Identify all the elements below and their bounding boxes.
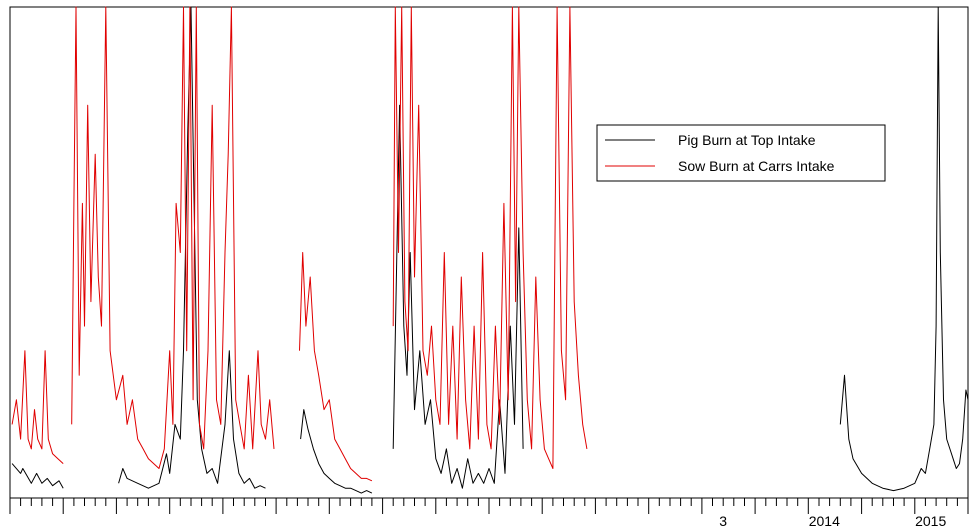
series-line-segment [118,6,266,489]
series-pig-burn [11,6,969,494]
series-sow-burn [11,6,588,482]
series-line-segment [839,6,969,492]
series-line-segment [11,350,64,464]
x-tick-label: 2015 [915,513,946,529]
plot-frame [9,6,969,499]
series-line-segment [71,6,275,469]
legend-label-sow-burn: Sow Burn at Carrs Intake [678,158,835,174]
x-tick-label: 3 [719,513,727,529]
x-tick-label: 2014 [809,513,840,529]
series-line-segment [299,252,373,482]
series-line-segment [392,6,588,469]
series-layer [11,6,969,494]
x-axis: 3 2014 2015 [9,498,969,529]
legend-box [596,124,886,182]
legend: Pig Burn at Top Intake Sow Burn at Carrs… [596,124,886,182]
plot-area [9,6,969,499]
legend-label-pig-burn: Pig Burn at Top Intake [678,132,816,148]
series-line-segment [300,409,373,494]
series-line-segment [11,463,64,489]
